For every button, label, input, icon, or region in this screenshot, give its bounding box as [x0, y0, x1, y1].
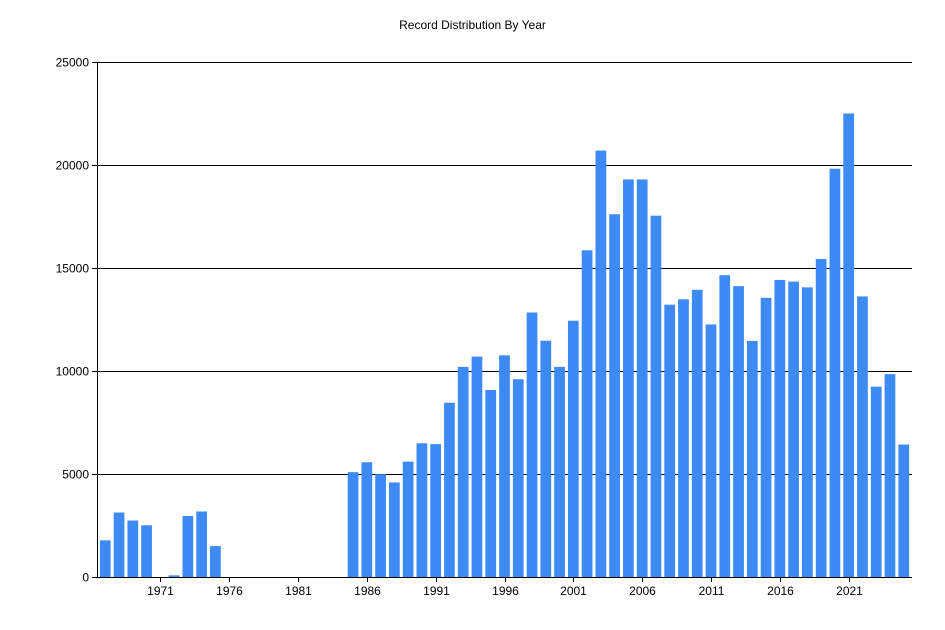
bar-1991 — [430, 444, 442, 577]
x-tick-label: 1981 — [285, 584, 312, 598]
bar-1974 — [196, 511, 207, 577]
chart-title: Record Distribution By Year — [399, 18, 546, 32]
bar-2010 — [691, 289, 703, 577]
bar-1997 — [512, 379, 524, 577]
bar-1973 — [182, 516, 194, 577]
bar-1968 — [113, 512, 125, 577]
bar-2017 — [788, 281, 799, 577]
x-tick-label: 1971 — [147, 584, 174, 598]
bar-2015 — [760, 297, 772, 577]
bar-1986 — [361, 462, 373, 577]
y-tick-label: 10000 — [56, 365, 90, 379]
bar-2009 — [678, 299, 689, 577]
bar-2005 — [623, 179, 634, 578]
bar-1970 — [141, 525, 152, 577]
bar-1972 — [168, 575, 180, 577]
bar-2008 — [664, 304, 676, 577]
x-tick-label: 2011 — [699, 584, 725, 598]
bar-1998 — [526, 312, 538, 577]
bar-2013 — [733, 286, 744, 577]
bar-1990 — [416, 443, 428, 577]
y-tick-label: 25000 — [56, 56, 90, 70]
bar-1995 — [485, 389, 497, 577]
bar-1996 — [499, 355, 510, 577]
y-tick-label: 0 — [82, 571, 89, 585]
y-tick-label: 5000 — [62, 468, 89, 482]
bar-1985 — [347, 472, 359, 577]
bar-1975 — [210, 546, 221, 577]
axes — [92, 62, 912, 582]
bar-2002 — [581, 250, 593, 577]
bar-2012 — [719, 275, 731, 577]
bar-2018 — [802, 287, 813, 577]
x-tick-labels: 1971 1976 1981 1986 1991 1996 2001 2006 2011 2016… — [147, 584, 863, 598]
x-tick-label: 1991 — [423, 584, 450, 598]
bar-1994 — [471, 356, 483, 577]
y-tick-label: 20000 — [56, 159, 90, 173]
bar-1969 — [127, 520, 139, 577]
bar-1988 — [388, 482, 400, 577]
bar-2007 — [650, 215, 662, 577]
x-tick-label: 2001 — [560, 584, 587, 598]
bar-2014 — [746, 340, 758, 577]
x-tick-label: 2016 — [767, 584, 794, 598]
bar-1989 — [402, 461, 414, 577]
bars — [99, 113, 910, 578]
bar-1987 — [375, 474, 386, 577]
bar-1967 — [99, 540, 111, 577]
bar-2011 — [705, 324, 717, 577]
bar-2000 — [554, 366, 565, 577]
bar-2020 — [829, 168, 841, 577]
bar-2022 — [857, 296, 868, 577]
bar-1993 — [457, 366, 469, 577]
y-tick-labels: 0 5000 10000 15000 20000 25000 — [56, 56, 90, 585]
bar-2025 — [898, 444, 910, 577]
bar-2019 — [815, 258, 827, 577]
bar-2024 — [884, 374, 896, 577]
bar-2003 — [595, 150, 607, 577]
bar-2004 — [609, 214, 621, 577]
x-tick-label: 1996 — [492, 584, 519, 598]
bar-2023 — [870, 386, 882, 577]
bar-2021 — [843, 113, 855, 577]
y-tick-label: 15000 — [56, 262, 90, 276]
x-tick-label: 2006 — [629, 584, 656, 598]
bar-1999 — [540, 340, 552, 577]
x-tick-label: 1986 — [354, 584, 381, 598]
bar-2016 — [774, 279, 786, 577]
bar-2001 — [567, 320, 579, 577]
x-tick-label: 1976 — [216, 584, 243, 598]
bar-1992 — [444, 402, 455, 577]
bar-2006 — [636, 179, 648, 578]
x-tick-label: 2021 — [836, 584, 863, 598]
